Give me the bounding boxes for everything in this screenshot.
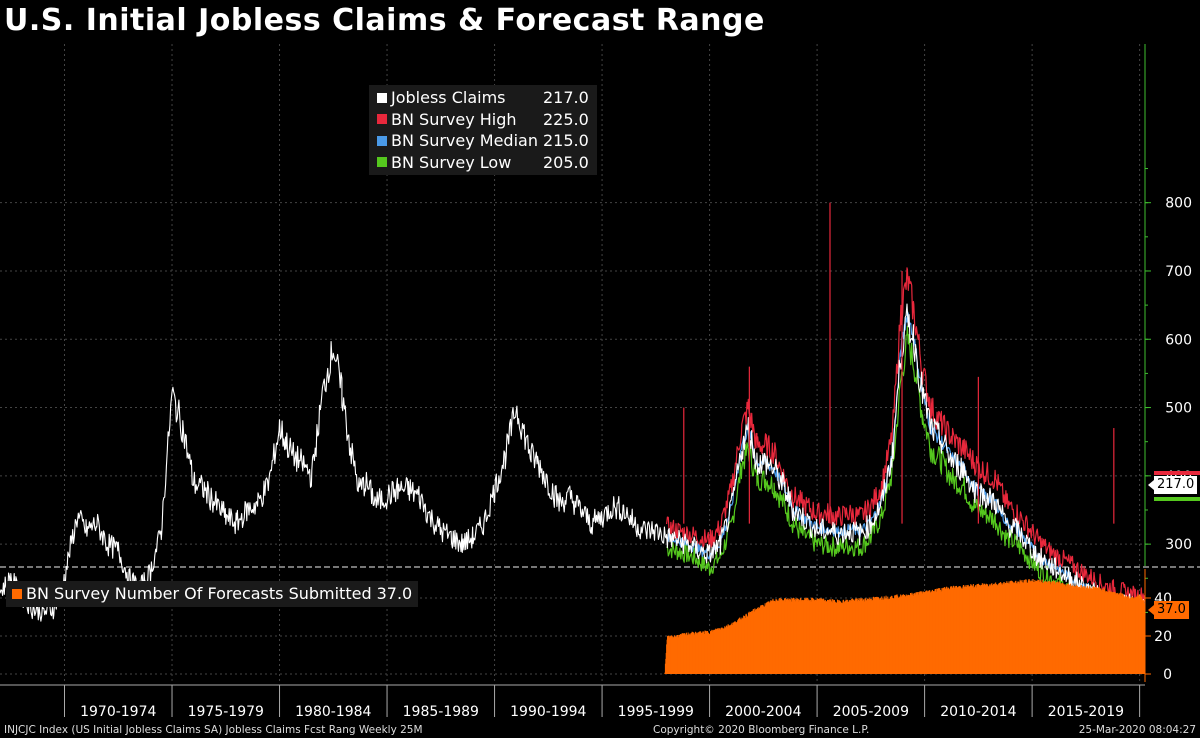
forecast-bar	[1143, 603, 1145, 674]
x-tick-label: 1980-1984	[295, 704, 371, 720]
legend-lower: BN Survey Number Of Forecasts Submitted …	[6, 581, 419, 607]
legend-label: BN Survey Low	[391, 152, 512, 172]
legend-value: 205.0	[543, 152, 589, 172]
legend-item-low: BN Survey Low 205.0	[377, 152, 589, 174]
tag-high-marker	[1154, 471, 1200, 475]
legend-label: BN Survey Number Of Forecasts Submitted	[26, 584, 372, 603]
y-tick-label: 300	[1165, 537, 1192, 553]
legend-value: 215.0	[543, 131, 589, 150]
x-tick-label: 1970-1974	[80, 704, 156, 720]
legend-value: 217.0	[543, 88, 589, 107]
x-tick-label: 2010-2014	[940, 704, 1016, 720]
legend-item-claims: Jobless Claims 217.0	[377, 87, 589, 109]
legend-item-forecasts: BN Survey Number Of Forecasts Submitted …	[12, 583, 412, 605]
title-bar: U.S. Initial Jobless Claims & Forecast R…	[0, 0, 1200, 40]
footer-ticker: INJCJC Index (US Initial Jobless Claims …	[4, 724, 423, 736]
series-line-high	[666, 267, 1145, 605]
x-tick-label: 1975-1979	[188, 704, 264, 720]
legend-label: Jobless Claims	[391, 88, 506, 107]
x-tick-label: 1995-1999	[618, 704, 694, 720]
x-tick-label: 2005-2009	[833, 704, 909, 720]
footer: INJCJC Index (US Initial Jobless Claims …	[0, 722, 1200, 738]
chart-title: U.S. Initial Jobless Claims & Forecast R…	[4, 3, 765, 38]
tag-low-marker	[1154, 497, 1200, 501]
y-tick-label: 0	[1163, 667, 1172, 683]
legend-item-high: BN Survey High 225.0	[377, 109, 589, 131]
legend-swatch-median	[377, 135, 387, 146]
legend-swatch-claims	[377, 92, 387, 103]
y-tick-label: 600	[1165, 332, 1192, 348]
legend-upper: Jobless Claims 217.0 BN Survey High 225.…	[369, 85, 597, 175]
x-tick-label: 1985-1989	[403, 704, 479, 720]
legend-swatch-forecasts	[12, 588, 22, 599]
last-value-tag-forecasts: 37.0	[1154, 601, 1189, 619]
x-tick-label: 1990-1994	[510, 704, 586, 720]
legend-item-median: BN Survey Median 215.0	[377, 130, 589, 152]
y-tick-label: 800	[1165, 196, 1192, 212]
legend-swatch-high	[377, 114, 387, 125]
footer-timestamp: 25-Mar-2020 08:04:27	[1078, 724, 1196, 736]
footer-copyright: Copyright© 2020 Bloomberg Finance L.P.	[653, 724, 870, 736]
x-tick-label: 2000-2004	[725, 704, 801, 720]
y-tick-label: 20	[1154, 629, 1172, 645]
tag-pointer-forecasts	[1148, 605, 1154, 615]
legend-swatch-low	[377, 157, 387, 168]
legend-value: 37.0	[376, 584, 413, 603]
legend-label: BN Survey Median	[391, 131, 538, 150]
legend-value: 225.0	[543, 109, 589, 129]
tag-pointer-claims	[1148, 480, 1154, 490]
y-tick-label: 700	[1165, 264, 1192, 280]
last-value-tag-claims: 217.0	[1154, 476, 1198, 494]
y-tick-label: 500	[1165, 401, 1192, 417]
x-tick-label: 2015-2019	[1048, 704, 1124, 720]
chart-canvas: 300400500600700800020401970-19741975-197…	[0, 44, 1200, 720]
legend-label: BN Survey High	[391, 109, 517, 129]
series-line-claims	[0, 303, 1145, 622]
